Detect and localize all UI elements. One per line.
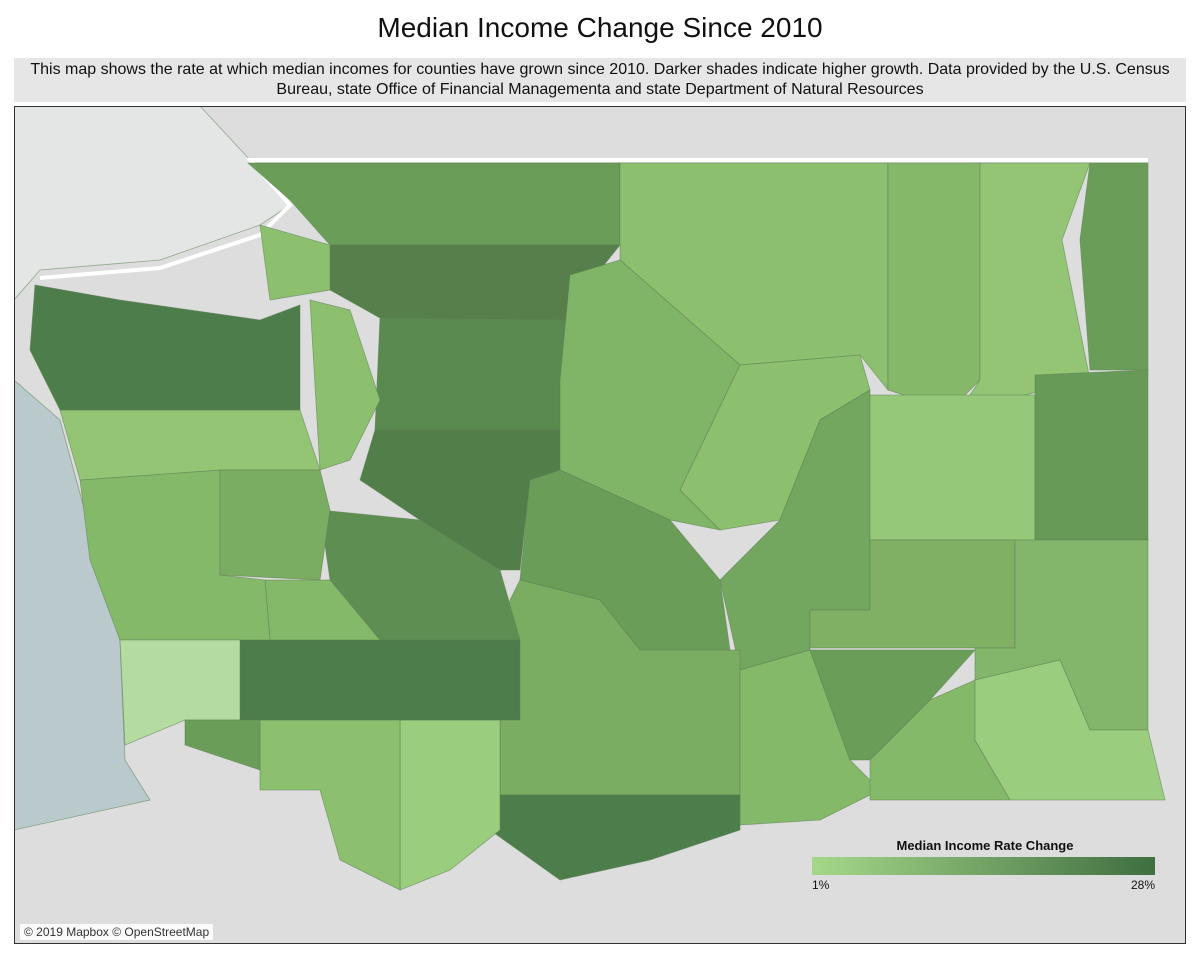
county [374, 317, 571, 431]
map-title: Median Income Change Since 2010 [377, 12, 823, 43]
county [259, 224, 331, 301]
county [219, 469, 331, 581]
map-subtitle: This map shows the rate at which median … [14, 58, 1186, 102]
county [1034, 369, 1149, 541]
county [869, 394, 1036, 541]
county [184, 719, 261, 771]
legend-max-label: 28% [1131, 878, 1155, 892]
ocean [14, 379, 151, 831]
county [974, 659, 1166, 801]
county [29, 284, 301, 411]
county [239, 639, 521, 721]
county [887, 162, 981, 411]
legend-min-label: 1% [812, 878, 830, 892]
state-border [39, 158, 1148, 280]
legend-gradient [812, 857, 1155, 875]
counties [29, 162, 1166, 891]
map-frame [14, 106, 1186, 944]
county [1079, 162, 1149, 371]
county [59, 409, 321, 481]
map: Median Income Rate Change 1% 28% [14, 106, 1186, 944]
attribution: © 2019 Mapbox © OpenStreetMap [20, 924, 214, 940]
legend-title: Median Income Rate Change [897, 838, 1074, 853]
county [309, 299, 381, 471]
